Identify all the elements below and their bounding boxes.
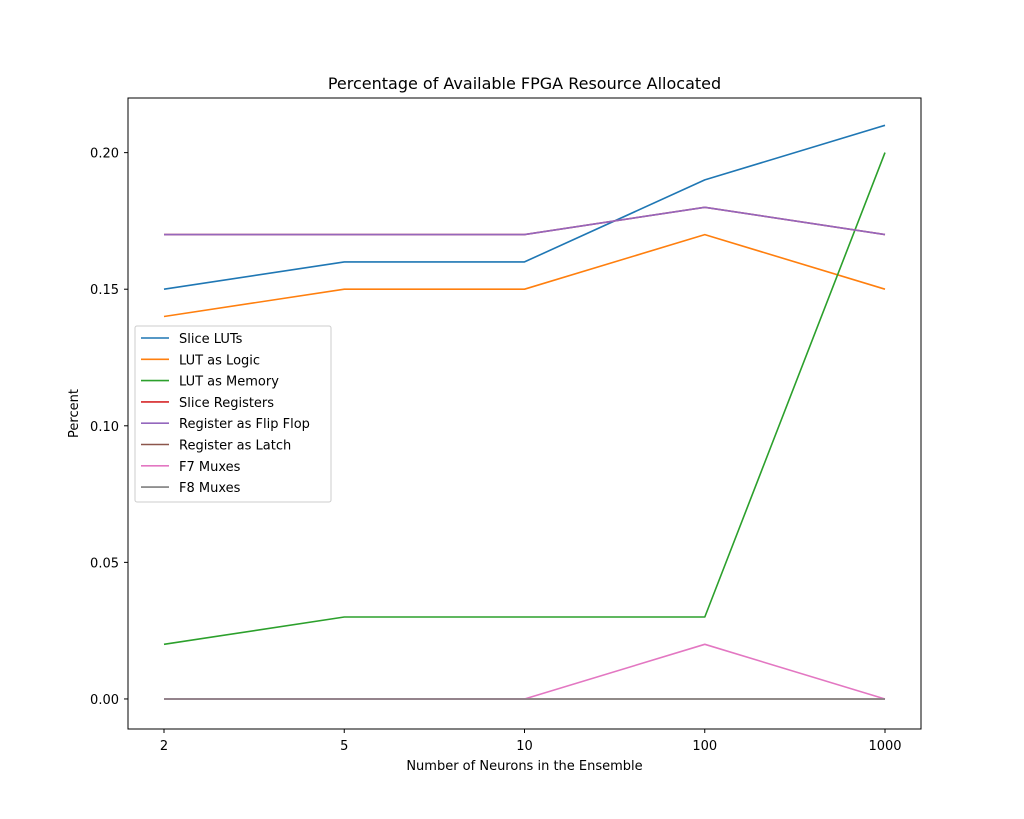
series-line-0: [163, 124, 886, 290]
legend-label: F7 Muxes: [179, 460, 241, 475]
series-line-4: [164, 206, 886, 236]
x-tick-label: 2: [160, 739, 168, 754]
legend-label: Slice LUTs: [179, 332, 243, 347]
legend-label: LUT as Memory: [179, 375, 279, 390]
legend-label: Slice Registers: [179, 396, 274, 411]
x-tick-label: 10: [516, 739, 533, 754]
series-line-6: [164, 643, 886, 700]
x-tick-label: 1000: [868, 739, 901, 754]
chart-title: Percentage of Available FPGA Resource Al…: [328, 74, 721, 93]
series-line-2: [163, 152, 886, 646]
y-tick-label: 0.15: [90, 283, 119, 298]
legend: Slice LUTs LUT as Logic LUT as Memory Slice…: [134, 325, 332, 503]
legend-box: [134, 325, 332, 503]
series-line-3: [164, 206, 886, 236]
legend-label: LUT as Logic: [179, 353, 260, 368]
legend-label: Register as Latch: [179, 439, 291, 454]
x-tick-label: 100: [692, 739, 717, 754]
legend-label: Register as Flip Flop: [179, 417, 310, 432]
axis-ticks: 2 5 10 100 1000 0.00 0.05 0.10 0.15 0.20: [90, 147, 902, 754]
series-line-1: [163, 233, 886, 318]
y-tick-label: 0.20: [90, 147, 119, 162]
y-tick-label: 0.05: [90, 556, 119, 571]
y-tick-label: 0.10: [90, 420, 119, 435]
x-tick-label: 5: [340, 739, 348, 754]
legend-label: F8 Muxes: [179, 481, 241, 496]
plot-area: [163, 124, 886, 700]
y-tick-label: 0.00: [90, 693, 119, 708]
x-axis-label: Number of Neurons in the Ensemble: [406, 759, 642, 774]
y-axis-label: Percent: [67, 389, 82, 438]
